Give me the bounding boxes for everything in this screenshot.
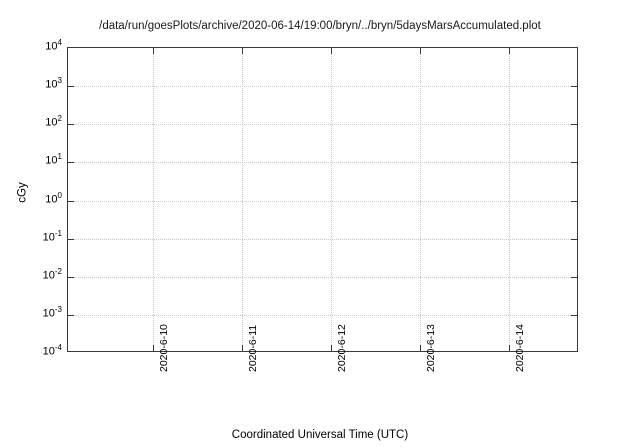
y-tick-label: 101 [45,152,62,167]
y-tick-label: 10-4 [42,342,62,358]
y-tick-mark [571,276,577,278]
x-tick-label: 2020-6-12 [336,324,349,372]
y-axis-tick-labels: 104 103 102 101 100 10-1 10-2 10-3 10-4 [0,0,62,448]
y-tick-mark [68,124,74,126]
y-tick-mark [571,238,577,240]
x-tick-mark [508,345,510,351]
x-tick-mark [153,48,155,54]
y-tick-label: 104 [45,37,62,53]
x-axis-title: Coordinated Universal Time (UTC) [231,429,409,441]
x-tick-label: 2020-6-10 [158,324,171,372]
y-tick-mark [571,200,577,202]
y-tick-label: 10-2 [42,266,62,282]
x-tick-mark [331,48,333,54]
x-tick-mark [508,48,510,54]
chart-title: /data/run/goesPlots/archive/2020-06-14/1… [99,20,541,32]
y-tick-mark [571,314,577,316]
y-tick-label: 102 [45,114,62,129]
x-tick-label: 2020-6-14 [513,324,526,372]
y-tick-label: 103 [45,75,62,91]
x-tick-mark [242,345,244,351]
y-tick-mark [571,124,577,126]
x-tick-label: 2020-6-11 [247,324,260,372]
x-tick-mark [153,345,155,351]
x-tick-mark [331,345,333,351]
y-tick-mark [571,86,577,88]
y-tick-mark [68,86,74,88]
plot-area [67,47,578,352]
y-tick-mark [68,200,74,202]
x-tick-mark [419,345,421,351]
y-tick-mark [68,162,74,164]
y-tick-label: 10-3 [42,304,62,320]
x-tick-label: 2020-6-13 [424,324,437,372]
y-tick-mark [68,276,74,278]
y-tick-mark [68,238,74,240]
x-tick-mark [242,48,244,54]
y-tick-mark [571,162,577,164]
y-tick-mark [68,314,74,316]
y-tick-label: 100 [45,190,62,205]
x-tick-mark [419,48,421,54]
y-tick-label: 10-1 [42,228,62,244]
